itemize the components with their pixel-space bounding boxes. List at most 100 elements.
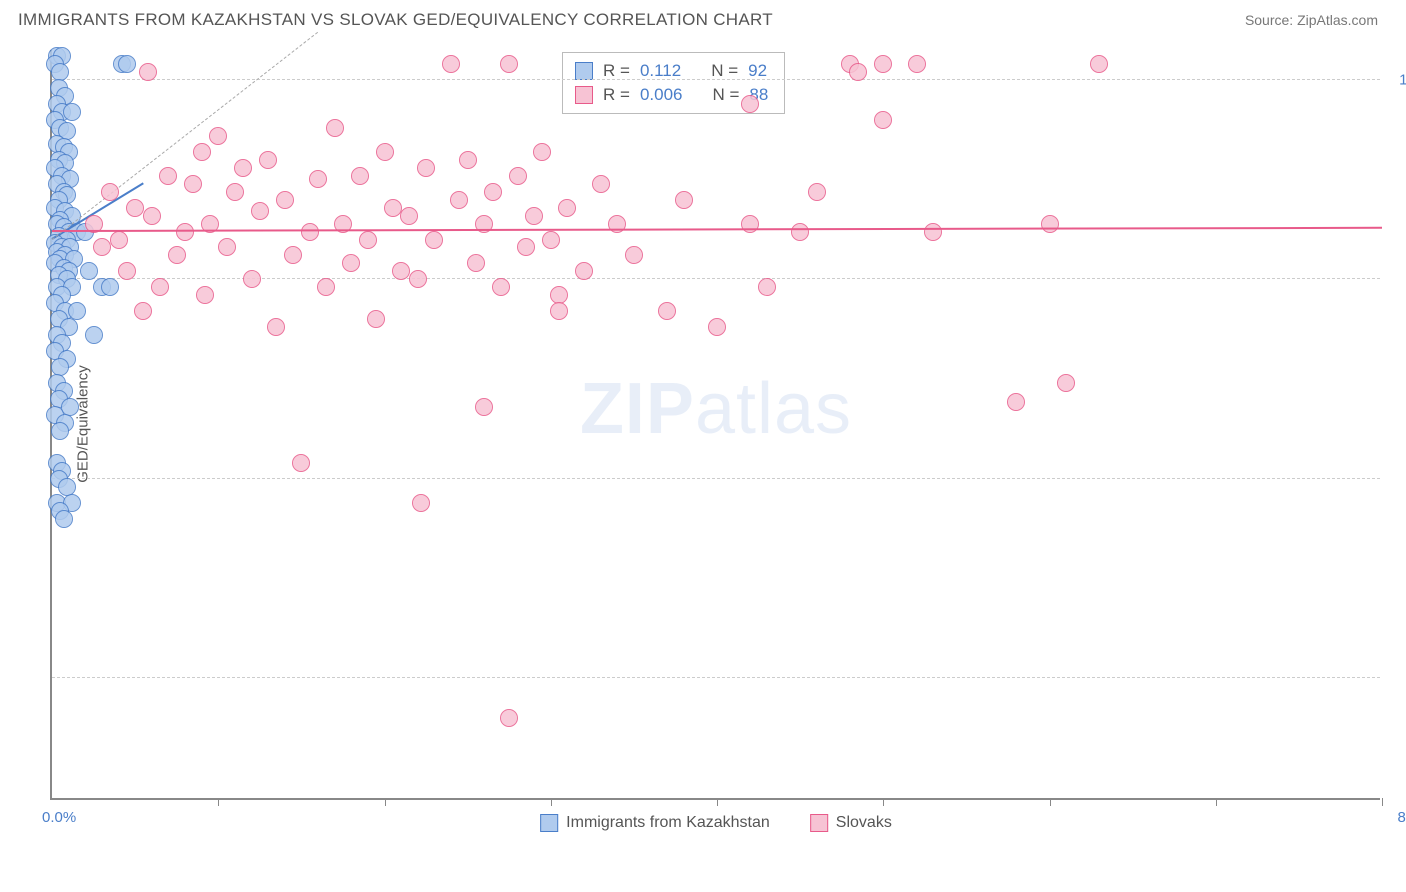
- data-point: [849, 63, 867, 81]
- watermark: ZIPatlas: [580, 368, 852, 450]
- data-point: [708, 318, 726, 336]
- y-tick-label: 62.5%: [1390, 670, 1406, 687]
- gridline: [52, 478, 1380, 479]
- legend-label-series1: Immigrants from Kazakhstan: [566, 814, 770, 832]
- chart-plot-area: GED/Equivalency ZIPatlas R = 0.112 N = 9…: [50, 50, 1380, 800]
- data-point: [509, 167, 527, 185]
- data-point: [218, 238, 236, 256]
- data-point: [193, 143, 211, 161]
- stats-row-series2: R = 0.006 N = 88: [575, 83, 768, 107]
- data-point: [118, 262, 136, 280]
- data-point: [467, 254, 485, 272]
- x-tick: [1216, 798, 1217, 806]
- legend-swatch-series2: [575, 86, 593, 104]
- data-point: [118, 55, 136, 73]
- data-point: [168, 246, 186, 264]
- chart-header: IMMIGRANTS FROM KAZAKHSTAN VS SLOVAK GED…: [0, 0, 1406, 36]
- data-point: [484, 183, 502, 201]
- data-point: [55, 510, 73, 528]
- legend-item-series1: Immigrants from Kazakhstan: [540, 814, 770, 832]
- y-tick-label: 87.5%: [1390, 271, 1406, 288]
- data-point: [409, 270, 427, 288]
- data-point: [442, 55, 460, 73]
- gridline: [52, 79, 1380, 80]
- data-point: [134, 302, 152, 320]
- data-point: [101, 183, 119, 201]
- watermark-zip: ZIP: [580, 369, 695, 449]
- data-point: [251, 202, 269, 220]
- data-point: [400, 207, 418, 225]
- data-point: [1090, 55, 1108, 73]
- legend-label-series2: Slovaks: [836, 814, 892, 832]
- data-point: [93, 238, 111, 256]
- data-point: [143, 207, 161, 225]
- data-point: [351, 167, 369, 185]
- x-tick: [883, 798, 884, 806]
- data-point: [126, 199, 144, 217]
- data-point: [517, 238, 535, 256]
- x-axis-min-label: 0.0%: [42, 809, 76, 826]
- bottom-legend: Immigrants from Kazakhstan Slovaks: [540, 814, 892, 832]
- data-point: [259, 151, 277, 169]
- data-point: [376, 143, 394, 161]
- data-point: [412, 494, 430, 512]
- data-point: [276, 191, 294, 209]
- data-point: [284, 246, 302, 264]
- data-point: [63, 103, 81, 121]
- data-point: [592, 175, 610, 193]
- data-point: [741, 95, 759, 113]
- data-point: [317, 278, 335, 296]
- x-tick: [385, 798, 386, 806]
- data-point: [51, 422, 69, 440]
- legend-swatch-series1: [575, 62, 593, 80]
- r-label: R =: [603, 83, 630, 107]
- data-point: [525, 207, 543, 225]
- y-axis-label: GED/Equivalency: [74, 365, 91, 483]
- data-point: [492, 278, 510, 296]
- y-tick-label: 100.0%: [1390, 71, 1406, 88]
- data-point: [159, 167, 177, 185]
- data-point: [309, 170, 327, 188]
- x-tick: [1382, 798, 1383, 806]
- n-label: N =: [712, 83, 739, 107]
- data-point: [292, 454, 310, 472]
- x-tick: [551, 798, 552, 806]
- data-point: [908, 55, 926, 73]
- data-point: [542, 231, 560, 249]
- data-point: [301, 223, 319, 241]
- data-point: [234, 159, 252, 177]
- x-tick: [218, 798, 219, 806]
- data-point: [500, 55, 518, 73]
- x-tick: [1050, 798, 1051, 806]
- data-point: [80, 262, 98, 280]
- data-point: [101, 278, 119, 296]
- legend-item-series2: Slovaks: [810, 814, 892, 832]
- data-point: [151, 278, 169, 296]
- data-point: [558, 199, 576, 217]
- data-point: [575, 262, 593, 280]
- data-point: [226, 183, 244, 201]
- data-point: [139, 63, 157, 81]
- data-point: [550, 302, 568, 320]
- x-axis-max-label: 80.0%: [1397, 809, 1406, 826]
- y-tick-label: 75.0%: [1390, 470, 1406, 487]
- data-point: [384, 199, 402, 217]
- data-point: [533, 143, 551, 161]
- data-point: [326, 119, 344, 137]
- data-point: [1007, 393, 1025, 411]
- data-point: [417, 159, 435, 177]
- data-point: [475, 398, 493, 416]
- data-point: [196, 286, 214, 304]
- legend-swatch-series2: [810, 814, 828, 832]
- data-point: [459, 151, 477, 169]
- data-point: [658, 302, 676, 320]
- gridline: [52, 677, 1380, 678]
- data-point: [808, 183, 826, 201]
- data-point: [110, 231, 128, 249]
- data-point: [625, 246, 643, 264]
- data-point: [874, 111, 892, 129]
- data-point: [85, 326, 103, 344]
- data-point: [367, 310, 385, 328]
- watermark-atlas: atlas: [695, 369, 852, 449]
- data-point: [758, 278, 776, 296]
